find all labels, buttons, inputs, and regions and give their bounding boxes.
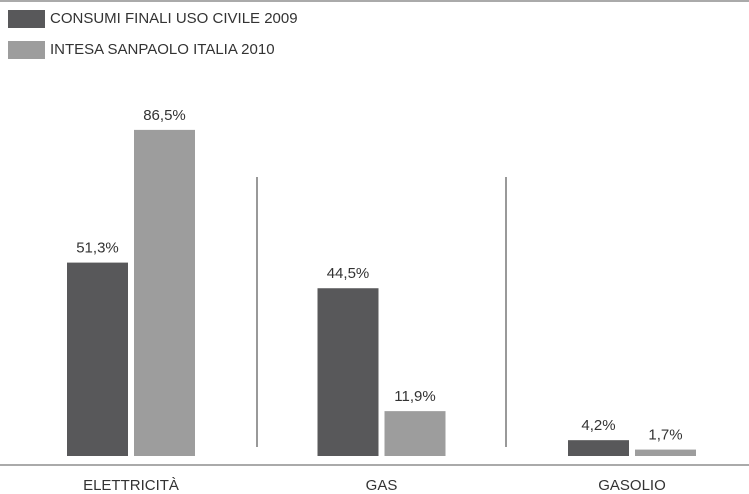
data-label: 51,3% xyxy=(76,240,119,257)
bar xyxy=(317,288,379,456)
legend-label: CONSUMI FINALI USO CIVILE 2009 xyxy=(50,10,298,27)
data-label: 4,2% xyxy=(581,417,615,434)
x-tick-label: GASOLIO xyxy=(598,477,666,494)
legend-swatch xyxy=(8,10,45,28)
x-tick-label: ELETTRICITÀ xyxy=(83,477,179,494)
bar xyxy=(384,411,446,456)
legend-label: INTESA SANPAOLO ITALIA 2010 xyxy=(50,41,275,58)
bar xyxy=(568,440,629,456)
legend-swatch xyxy=(8,41,45,59)
bar xyxy=(635,449,696,456)
data-label: 1,7% xyxy=(648,427,682,444)
data-label: 11,9% xyxy=(394,388,435,405)
x-tick-label: GAS xyxy=(366,477,398,494)
data-label: 86,5% xyxy=(143,107,186,124)
bar xyxy=(134,129,195,456)
data-label: 44,5% xyxy=(327,265,370,282)
bar xyxy=(67,262,128,456)
